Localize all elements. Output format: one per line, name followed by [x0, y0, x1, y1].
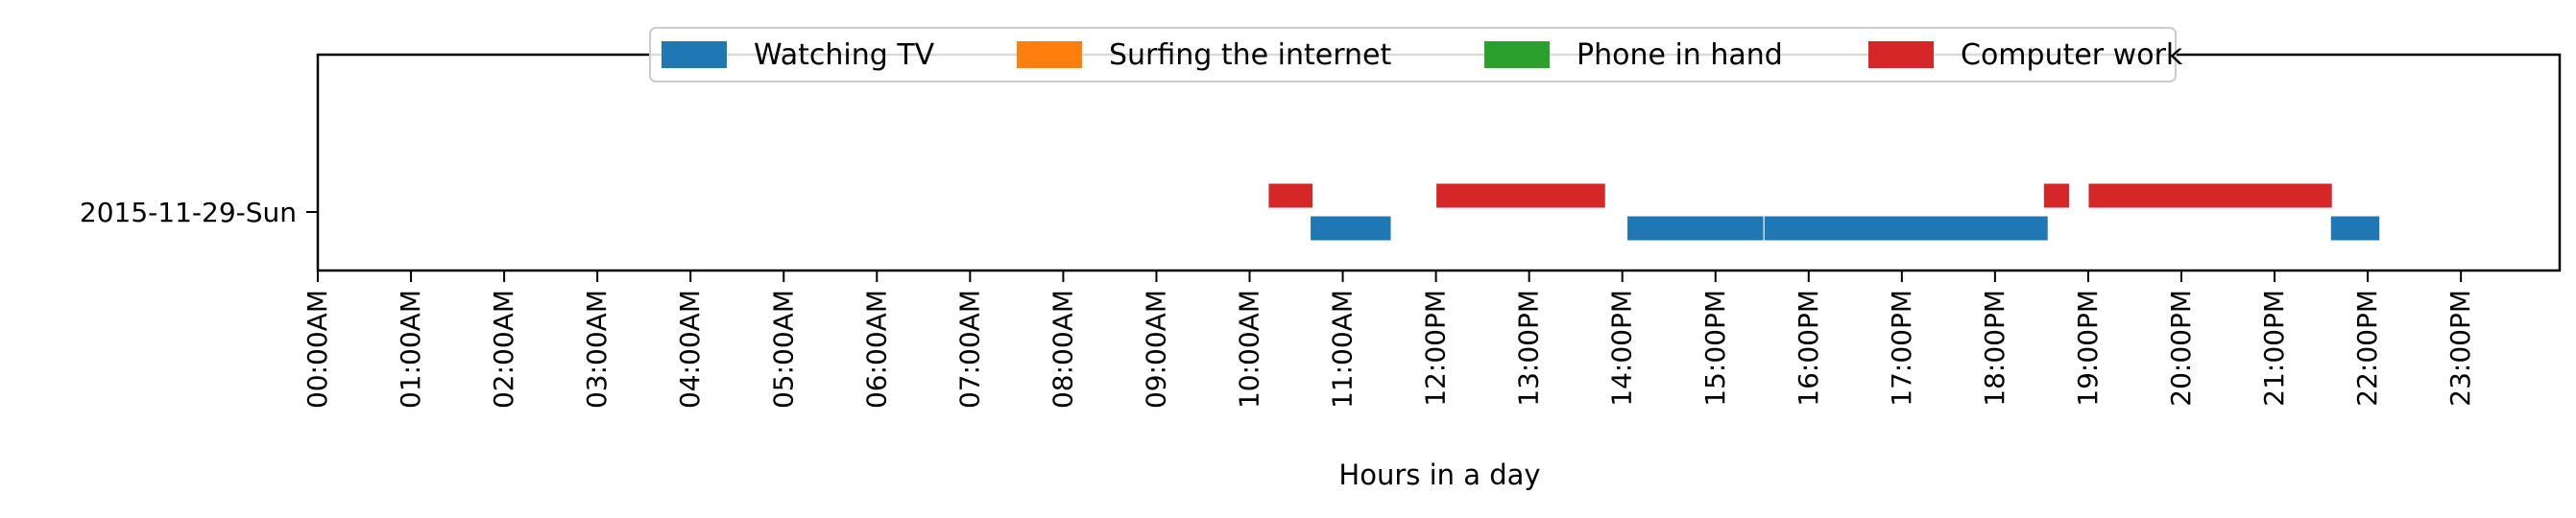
legend-swatch-phone-in-hand — [1484, 41, 1550, 68]
x-tick-label: 04:00AM — [674, 290, 706, 409]
legend-label-surfing-the-internet: Surfing the internet — [1109, 38, 1391, 72]
legend-swatch-watching-tv — [662, 41, 727, 68]
x-tick-label: 09:00AM — [1140, 290, 1171, 409]
x-tick-label: 18:00PM — [1979, 290, 2010, 407]
x-tick-label: 16:00PM — [1793, 290, 1824, 407]
legend-label-watching-tv: Watching TV — [754, 38, 935, 72]
x-axis: 00:00AM 01:00AM 02:00AM 03:00AM 04:00AM 05:00… — [301, 271, 2476, 409]
x-tick-label: 05:00AM — [767, 290, 799, 409]
legend-label-phone-in-hand: Phone in hand — [1577, 38, 1783, 72]
legend: Watching TV Surfing the internet Phone in … — [649, 27, 2183, 82]
bar-computer-work-2 — [1435, 182, 1606, 209]
x-tick-label: 03:00AM — [581, 290, 613, 409]
x-tick-label: 22:00PM — [2351, 290, 2383, 407]
x-axis-label: Hours in a day — [1338, 459, 1540, 491]
x-tick-label: 08:00AM — [1047, 290, 1078, 409]
x-tick-label: 21:00PM — [2258, 290, 2290, 407]
x-tick-label: 17:00PM — [1886, 290, 1917, 407]
x-tick-label: 14:00PM — [1606, 290, 1638, 407]
x-tick-label: 10:00AM — [1234, 290, 1265, 409]
x-tick-label: 06:00AM — [860, 290, 892, 409]
x-tick-label: 12:00PM — [1420, 290, 1452, 407]
x-tick-label: 00:00AM — [301, 290, 333, 409]
x-tick-label: 11:00AM — [1327, 290, 1359, 409]
plot-frame — [316, 53, 2562, 272]
bar-watching-tv-2 — [1626, 215, 1765, 242]
x-tick-label: 01:00AM — [395, 290, 426, 409]
y-axis: 2015-11-29-Sun — [80, 197, 318, 228]
x-tick-label: 19:00PM — [2072, 290, 2104, 407]
x-tick-label: 23:00PM — [2444, 290, 2476, 407]
y-tick-label: 2015-11-29-Sun — [80, 197, 297, 228]
x-tick-label: 07:00AM — [953, 290, 985, 409]
timeline-bars — [1267, 182, 2381, 242]
bar-computer-work-4 — [2087, 182, 2333, 209]
legend-label-computer-work: Computer work — [1961, 38, 2183, 72]
bar-computer-work-3 — [2042, 182, 2071, 209]
bar-computer-work-1 — [1267, 182, 1313, 209]
legend-swatch-computer-work — [1868, 41, 1934, 68]
bar-watching-tv-3 — [1763, 215, 2049, 242]
x-tick-label: 20:00PM — [2165, 290, 2197, 407]
x-tick-label: 13:00PM — [1513, 290, 1545, 407]
bar-watching-tv-4 — [2329, 215, 2381, 242]
x-tick-label: 02:00AM — [488, 290, 519, 409]
x-tick-label: 15:00PM — [1699, 290, 1731, 407]
bar-watching-tv-1 — [1310, 215, 1392, 242]
legend-swatch-surfing-the-internet — [1017, 41, 1082, 68]
